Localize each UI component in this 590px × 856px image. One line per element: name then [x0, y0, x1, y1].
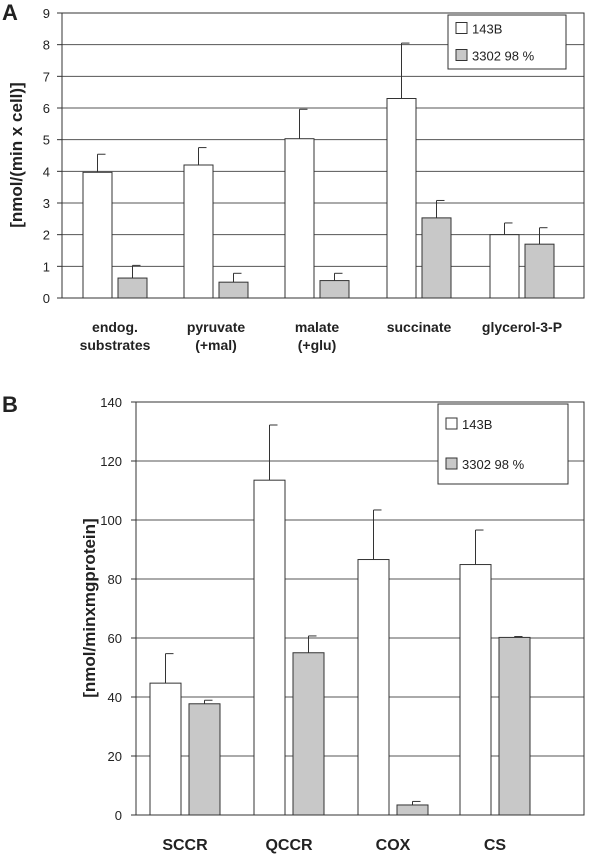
y-axis-label: [nmol/(min x cell)] [7, 82, 26, 227]
y-tick-label: 40 [108, 690, 122, 705]
bar [357, 559, 390, 816]
y-tick-label: 1 [43, 259, 50, 274]
bar [284, 138, 315, 299]
category-label-line: glycerol-3-P [482, 319, 562, 335]
y-tick-label: 5 [43, 133, 50, 148]
category-label: CS [484, 837, 507, 854]
y-tick-label: 100 [100, 513, 122, 528]
bar [396, 804, 429, 816]
bar [292, 652, 325, 816]
bar [253, 479, 286, 816]
legend-label: 3302 98 % [462, 457, 525, 472]
legend-swatch [445, 457, 458, 470]
y-tick-label: 20 [108, 749, 122, 764]
category-label-line: SCCR [162, 837, 208, 854]
y-tick-label: 8 [43, 38, 50, 53]
category-label-line: CS [484, 837, 507, 854]
bar [149, 682, 182, 816]
category-label-line: endog. [92, 319, 138, 335]
y-tick-label: 120 [100, 454, 122, 469]
bar [489, 234, 520, 299]
legend-swatch [445, 417, 458, 430]
y-tick-label: 3 [43, 196, 50, 211]
bar [188, 703, 221, 816]
category-label-line: (+mal) [195, 337, 237, 353]
category-label-line: pyruvate [187, 319, 246, 335]
y-tick-label: 80 [108, 572, 122, 587]
bar [82, 171, 113, 299]
legend-box [447, 14, 567, 70]
legend-label: 143B [462, 417, 492, 432]
bar [218, 281, 249, 299]
y-tick-label: 6 [43, 101, 50, 116]
category-label-line: substrates [80, 337, 151, 353]
legend-swatch [455, 49, 468, 61]
legend-box [437, 403, 569, 485]
category-label: SCCR [162, 837, 208, 854]
legend-label: 143B [472, 22, 502, 37]
category-label: glycerol-3-P [482, 319, 562, 335]
category-label: succinate [387, 319, 452, 335]
category-label-line: malate [295, 319, 340, 335]
bar [386, 98, 417, 299]
category-label: endog. substrates [80, 319, 151, 353]
bar [117, 277, 148, 299]
category-label: malate (+glu) [295, 319, 340, 353]
panel-letter-B: B [2, 392, 18, 417]
category-label: QCCR [265, 837, 313, 854]
y-tick-label: 0 [115, 808, 122, 823]
y-tick-label: 7 [43, 69, 50, 84]
y-tick-label: 9 [43, 6, 50, 21]
bar [524, 243, 555, 299]
bar [183, 164, 214, 299]
y-tick-label: 140 [100, 395, 122, 410]
bar [421, 217, 452, 299]
category-label: COX [376, 837, 411, 854]
y-tick-label: 4 [43, 164, 50, 179]
bar [319, 280, 350, 299]
y-tick-label: 60 [108, 631, 122, 646]
y-tick-label: 0 [43, 291, 50, 306]
legend-label: 3302 98 % [472, 49, 535, 64]
category-label-line: COX [376, 837, 411, 854]
category-label-line: succinate [387, 319, 452, 335]
y-tick-label: 2 [43, 228, 50, 243]
category-label-line: (+glu) [298, 337, 337, 353]
category-label-line: QCCR [265, 837, 313, 854]
y-axis-label: [nmol/minxmgprotein] [80, 518, 99, 697]
panel-letter-A: A [2, 0, 18, 25]
legend-swatch [455, 22, 468, 34]
bar [498, 636, 531, 816]
category-label: pyruvate (+mal) [187, 319, 246, 353]
bar [459, 564, 492, 816]
